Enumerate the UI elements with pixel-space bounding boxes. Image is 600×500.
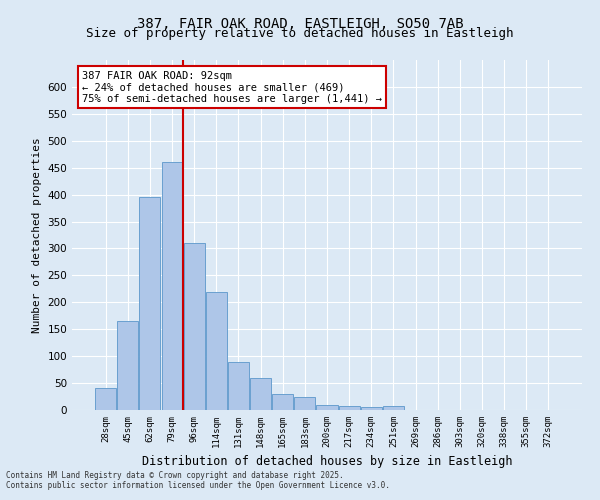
Bar bbox=[206, 292, 227, 410]
Y-axis label: Number of detached properties: Number of detached properties bbox=[32, 137, 42, 333]
Text: Size of property relative to detached houses in Eastleigh: Size of property relative to detached ho… bbox=[86, 28, 514, 40]
Bar bbox=[95, 388, 116, 410]
Bar bbox=[316, 404, 338, 410]
Bar bbox=[295, 396, 316, 410]
Bar bbox=[118, 321, 139, 410]
Bar bbox=[161, 162, 182, 410]
Text: 387, FAIR OAK ROAD, EASTLEIGH, SO50 7AB: 387, FAIR OAK ROAD, EASTLEIGH, SO50 7AB bbox=[137, 18, 463, 32]
Bar bbox=[383, 406, 404, 410]
Bar bbox=[272, 394, 293, 410]
Bar bbox=[338, 406, 359, 410]
Bar bbox=[361, 408, 382, 410]
Bar bbox=[250, 378, 271, 410]
Bar bbox=[184, 243, 205, 410]
Text: 387 FAIR OAK ROAD: 92sqm
← 24% of detached houses are smaller (469)
75% of semi-: 387 FAIR OAK ROAD: 92sqm ← 24% of detach… bbox=[82, 70, 382, 104]
Bar bbox=[228, 362, 249, 410]
Text: Contains HM Land Registry data © Crown copyright and database right 2025.
Contai: Contains HM Land Registry data © Crown c… bbox=[6, 470, 390, 490]
X-axis label: Distribution of detached houses by size in Eastleigh: Distribution of detached houses by size … bbox=[142, 456, 512, 468]
Bar bbox=[139, 198, 160, 410]
